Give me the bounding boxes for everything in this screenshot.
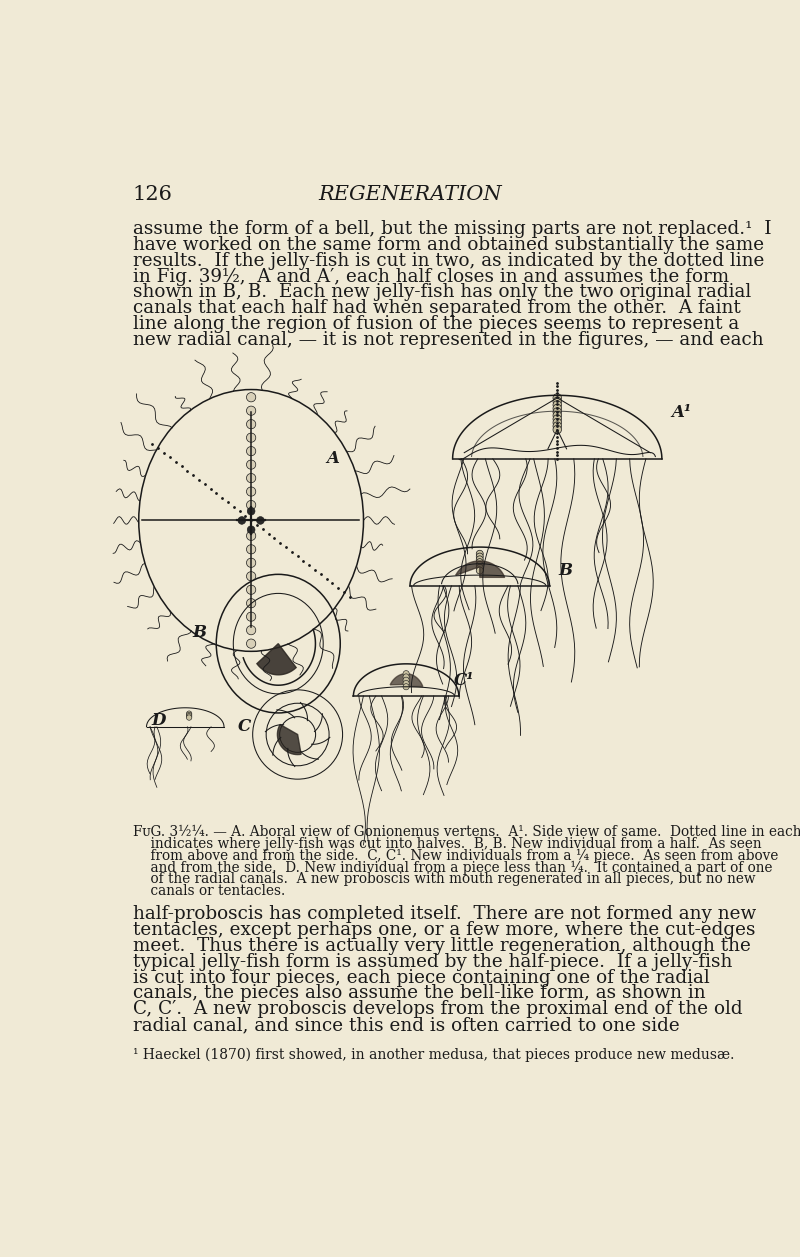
Text: C¹: C¹ (454, 672, 474, 689)
Circle shape (476, 551, 483, 557)
Circle shape (476, 564, 483, 571)
Circle shape (246, 500, 256, 509)
Circle shape (246, 612, 256, 621)
Circle shape (247, 508, 255, 515)
Circle shape (246, 532, 256, 541)
Text: D: D (151, 713, 166, 729)
Text: and from the side.  D. New individual from a piece less than ¼.  It contained a : and from the side. D. New individual fro… (133, 860, 772, 875)
Text: line along the region of fusion of the pieces seems to represent a: line along the region of fusion of the p… (133, 314, 739, 333)
Circle shape (403, 684, 410, 690)
Circle shape (403, 678, 410, 684)
Circle shape (476, 556, 483, 563)
Text: meet.  Thus there is actually very little regeneration, although the: meet. Thus there is actually very little… (133, 936, 750, 955)
Circle shape (476, 562, 483, 568)
Circle shape (186, 714, 192, 719)
Circle shape (186, 715, 192, 720)
Text: shown in B, B.  Each new jelly-fish has only the two original radial: shown in B, B. Each new jelly-fish has o… (133, 283, 750, 302)
Circle shape (246, 420, 256, 429)
Circle shape (553, 415, 562, 424)
Text: typical jelly-fish form is assumed by the half-piece.  If a jelly-fish: typical jelly-fish form is assumed by th… (133, 953, 732, 970)
Text: canals, the pieces also assume the bell-like form, as shown in: canals, the pieces also assume the bell-… (133, 984, 705, 1002)
Circle shape (476, 553, 483, 559)
Text: B: B (558, 562, 573, 579)
Circle shape (246, 406, 256, 415)
Text: of the radial canals.  A new proboscis with mouth regenerated in all pieces, but: of the radial canals. A new proboscis wi… (133, 872, 755, 886)
Polygon shape (456, 561, 505, 577)
Circle shape (186, 713, 192, 718)
Text: have worked on the same form and obtained substantially the same: have worked on the same form and obtaine… (133, 236, 764, 254)
Text: tentacles, except perhaps one, or a few more, where the cut-edges: tentacles, except perhaps one, or a few … (133, 921, 755, 939)
Text: in Fig. 39½,  A and A′, each half closes in and assumes the form: in Fig. 39½, A and A′, each half closes … (133, 268, 729, 285)
Text: results.  If the jelly-fish is cut in two, as indicated by the dotted line: results. If the jelly-fish is cut in two… (133, 251, 764, 270)
Circle shape (553, 407, 562, 416)
Circle shape (553, 405, 562, 412)
Text: half-proboscis has completed itself.  There are not formed any new: half-proboscis has completed itself. The… (133, 905, 756, 924)
Text: indicates where jelly-fish was cut into halves.  B, B. New individual from a hal: indicates where jelly-fish was cut into … (133, 836, 761, 851)
Circle shape (246, 626, 256, 635)
Circle shape (246, 486, 256, 497)
Text: 126: 126 (133, 185, 173, 204)
Circle shape (257, 517, 264, 524)
Circle shape (553, 401, 562, 409)
Circle shape (246, 585, 256, 595)
Circle shape (246, 446, 256, 456)
Circle shape (553, 425, 562, 434)
Circle shape (246, 572, 256, 581)
Text: C, C′.  A new proboscis develops from the proximal end of the old: C, C′. A new proboscis develops from the… (133, 1001, 742, 1018)
Polygon shape (278, 724, 301, 754)
Circle shape (246, 544, 256, 554)
Circle shape (246, 639, 256, 649)
Circle shape (476, 567, 483, 574)
Text: B: B (192, 623, 206, 641)
Text: A¹: A¹ (671, 403, 691, 421)
Circle shape (553, 419, 562, 427)
Text: A: A (326, 450, 339, 468)
Circle shape (246, 598, 256, 608)
Circle shape (247, 525, 255, 533)
Circle shape (553, 393, 562, 402)
Text: new radial canal, — it is not represented in the figures, — and each: new radial canal, — it is not represente… (133, 331, 763, 348)
Circle shape (238, 517, 246, 524)
Text: canals that each half had when separated from the other.  A faint: canals that each half had when separated… (133, 299, 740, 317)
Circle shape (553, 422, 562, 430)
Text: assume the form of a bell, but the missing parts are not replaced.¹  I: assume the form of a bell, but the missi… (133, 220, 771, 238)
Circle shape (246, 460, 256, 469)
Circle shape (553, 411, 562, 420)
Text: REGENERATION: REGENERATION (318, 185, 502, 204)
Text: from above and from the side.  C, C¹. New individuals from a ¼ piece.  As seen f: from above and from the side. C, C¹. New… (133, 848, 778, 862)
Text: is cut into four pieces, each piece containing one of the radial: is cut into four pieces, each piece cont… (133, 969, 710, 987)
Text: canals or tentacles.: canals or tentacles. (133, 884, 285, 899)
Circle shape (246, 392, 256, 402)
Text: radial canal, and since this end is often carried to one side: radial canal, and since this end is ofte… (133, 1016, 679, 1035)
Text: ¹ Haeckel (1870) first showed, in another medusa, that pieces produce new medusæ: ¹ Haeckel (1870) first showed, in anothe… (133, 1048, 734, 1062)
Circle shape (246, 434, 256, 442)
Circle shape (553, 397, 562, 406)
Circle shape (403, 670, 410, 676)
Text: FᴜG. 3½¼. — A. Aboral view of Gonionemus vertens.  A¹. Side view of same.  Dotte: FᴜG. 3½¼. — A. Aboral view of Gonionemus… (133, 825, 800, 838)
Circle shape (186, 711, 192, 716)
Circle shape (476, 558, 483, 566)
Circle shape (246, 474, 256, 483)
Circle shape (246, 558, 256, 567)
Circle shape (403, 674, 410, 680)
Text: C: C (238, 718, 251, 735)
Polygon shape (257, 644, 296, 675)
Polygon shape (390, 674, 423, 686)
Circle shape (403, 680, 410, 686)
